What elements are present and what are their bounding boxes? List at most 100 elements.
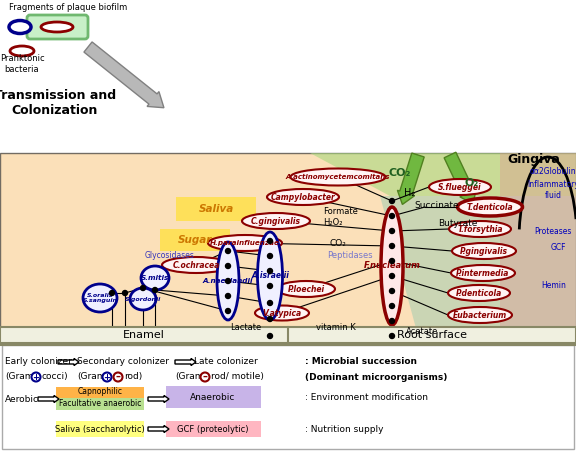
Text: Proteases: Proteases [535,226,572,235]
Ellipse shape [153,287,157,293]
FancyBboxPatch shape [176,197,256,221]
Text: Aerobic: Aerobic [5,395,39,404]
Text: : Environment modification: : Environment modification [305,392,428,401]
Text: +: + [32,373,40,382]
Ellipse shape [225,279,230,284]
FancyArrow shape [148,396,169,402]
Text: C.ochracea: C.ochracea [172,261,219,270]
Text: Gingiva: Gingiva [507,152,560,166]
Ellipse shape [208,235,282,251]
Ellipse shape [41,22,73,32]
Text: H.parainfluenzae: H.parainfluenzae [210,240,280,246]
Text: CO₂: CO₂ [329,239,346,249]
Text: Pranktonic
bacteria: Pranktonic bacteria [0,54,44,74]
Text: CO₂: CO₂ [389,168,411,178]
Ellipse shape [267,268,272,273]
FancyBboxPatch shape [56,421,144,437]
Ellipse shape [141,266,169,290]
Text: C.gingivalis: C.gingivalis [251,216,301,226]
Ellipse shape [83,284,117,312]
Ellipse shape [255,305,309,321]
Text: Inflammatory
fluid: Inflammatory fluid [527,180,576,200]
Text: (Gram: (Gram [175,373,203,382]
Ellipse shape [290,169,385,185]
Text: S.flueggei: S.flueggei [438,183,482,192]
FancyArrow shape [84,42,164,108]
Text: GCF (proteolytic): GCF (proteolytic) [177,424,249,433]
Ellipse shape [267,300,272,305]
Ellipse shape [217,242,239,320]
Ellipse shape [389,244,395,249]
Text: (Dominant microorganisms): (Dominant microorganisms) [305,373,448,382]
Text: Succinate: Succinate [415,202,459,211]
Ellipse shape [449,221,511,237]
FancyArrow shape [397,153,424,204]
Ellipse shape [267,333,272,339]
FancyArrow shape [148,425,169,433]
Text: Root surface: Root surface [397,330,467,340]
Ellipse shape [389,198,395,203]
Ellipse shape [103,373,112,382]
Text: F.nucleatum: F.nucleatum [363,262,420,271]
Text: Sugar: Sugar [178,235,212,245]
Ellipse shape [389,289,395,294]
Ellipse shape [277,281,335,297]
Ellipse shape [109,290,115,295]
Ellipse shape [130,288,156,310]
Text: Saliva (saccharolytic): Saliva (saccharolytic) [55,424,145,433]
Text: Fragments of plaque biofilm: Fragments of plaque biofilm [9,3,127,11]
Text: P.intermedia: P.intermedia [456,268,510,277]
Text: (Gram: (Gram [77,373,105,382]
Text: A.actinomycetemcomitans: A.actinomycetemcomitans [286,174,390,180]
Ellipse shape [267,239,272,244]
Ellipse shape [389,213,395,218]
Text: GCF: GCF [550,244,566,253]
Text: Late colonizer: Late colonizer [194,358,257,367]
Ellipse shape [225,263,230,268]
Text: Campylobacter: Campylobacter [271,193,335,202]
Text: O₂: O₂ [465,178,479,188]
FancyBboxPatch shape [166,421,261,437]
Ellipse shape [225,308,230,313]
Ellipse shape [457,198,522,216]
Text: Secondary colonizer: Secondary colonizer [77,358,169,367]
Text: Saliva: Saliva [198,204,234,214]
Ellipse shape [267,317,272,322]
FancyBboxPatch shape [27,15,88,39]
Ellipse shape [451,265,515,281]
Text: +: + [104,373,111,382]
FancyBboxPatch shape [0,327,576,343]
Ellipse shape [200,373,210,382]
Text: Butyrate: Butyrate [438,220,478,229]
Text: S.mitis: S.mitis [141,275,169,281]
Ellipse shape [389,229,395,234]
Text: S.oralis
S.sanguin: S.oralis S.sanguin [82,293,118,304]
Ellipse shape [389,273,395,279]
Ellipse shape [113,373,123,382]
Text: : Nutrition supply: : Nutrition supply [305,424,384,433]
Text: A.naeslandii: A.naeslandii [203,278,253,284]
Text: Enamel: Enamel [123,330,165,340]
FancyBboxPatch shape [160,229,230,251]
Ellipse shape [429,179,491,195]
FancyArrow shape [38,396,59,402]
Text: Hemin: Hemin [541,281,566,290]
Ellipse shape [381,207,403,325]
Ellipse shape [257,232,282,320]
Text: αα2Globulin: αα2Globulin [530,166,576,175]
Text: Early colonizer: Early colonizer [5,358,72,367]
Text: –: – [203,372,207,382]
Text: : Microbial succession: : Microbial succession [305,358,417,367]
Ellipse shape [452,243,516,259]
Text: Transmission and
Colonization: Transmission and Colonization [0,89,116,117]
Ellipse shape [448,285,510,301]
FancyArrow shape [444,152,476,204]
Text: V.atypica: V.atypica [263,308,302,318]
Ellipse shape [448,307,512,323]
FancyBboxPatch shape [2,345,574,449]
Text: Lactate: Lactate [230,323,262,332]
Ellipse shape [225,249,230,253]
Text: S.gordonii: S.gordonii [125,296,161,302]
FancyArrow shape [175,359,196,365]
Text: Acetate: Acetate [406,327,438,336]
